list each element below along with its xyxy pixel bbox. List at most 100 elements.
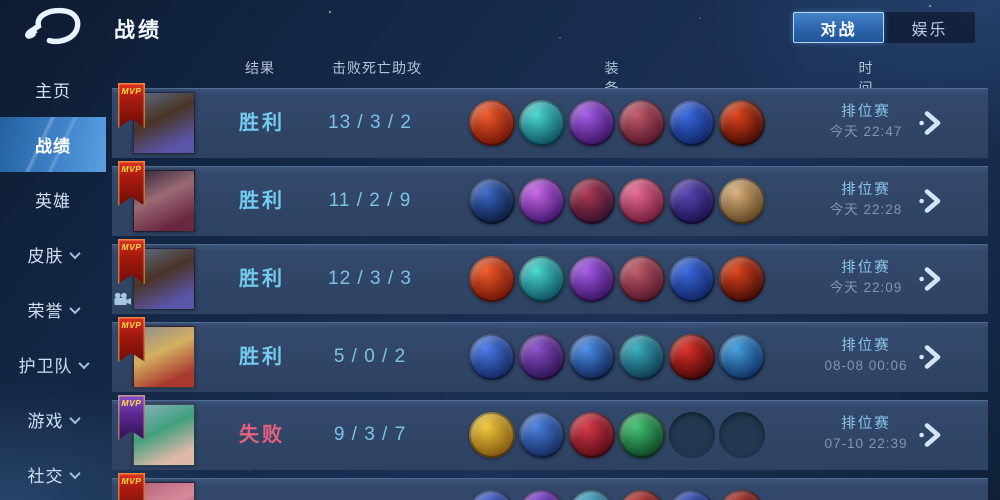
equipment-item-icon	[719, 100, 765, 146]
sidebar-item-label: 游戏	[27, 412, 64, 431]
equipment-item-icon	[569, 256, 615, 302]
equipment-list	[469, 334, 765, 380]
match-row[interactable]: MVP 胜利 12 / 3 / 3 排位赛 今天 22:09	[112, 239, 988, 314]
mvp-badge-label: MVP	[121, 242, 142, 252]
chevron-right-icon[interactable]	[918, 110, 944, 136]
match-time: 今天 22:47	[829, 124, 903, 139]
equipment-list	[469, 412, 765, 458]
match-time: 今天 22:28	[829, 202, 903, 217]
equipment-list	[469, 256, 765, 302]
equipment-item-icon	[469, 178, 515, 224]
equipment-item-icon	[469, 100, 515, 146]
chevron-down-icon	[68, 467, 81, 479]
match-type: 排位赛	[841, 416, 891, 432]
equipment-item-icon	[519, 178, 565, 224]
match-result: 失败	[239, 424, 285, 446]
equipment-item-icon	[719, 334, 765, 380]
chevron-right-icon[interactable]	[918, 344, 944, 370]
equipment-item-icon	[719, 178, 765, 224]
replay-camera-icon[interactable]	[113, 292, 132, 306]
match-row[interactable]: MVP	[112, 473, 988, 500]
sidebar-item-label: 主页	[35, 82, 71, 101]
chevron-right-icon[interactable]	[918, 188, 944, 214]
equipment-item-icon	[619, 334, 665, 380]
sidebar-item[interactable]: 游戏	[0, 392, 106, 447]
mvp-badge-label: MVP	[121, 164, 142, 174]
equipment-item-icon	[519, 100, 565, 146]
chevron-down-icon	[68, 302, 81, 314]
match-row[interactable]: MVP 失败 9 / 3 / 7 排位赛 07-10 22:39	[112, 395, 988, 470]
match-row[interactable]: MVP 胜利 11 / 2 / 9 排位赛 今天 22:28	[112, 161, 988, 236]
mvp-badge: MVP	[118, 161, 145, 206]
equipment-item-icon	[569, 178, 615, 224]
match-info: 排位赛 今天 22:28	[806, 180, 926, 219]
page-title: 战绩	[114, 19, 162, 42]
equipment-item-icon	[569, 490, 615, 500]
equipment-slot-empty	[669, 412, 715, 458]
match-row[interactable]: MVP 胜利 13 / 3 / 2 排位赛 今天 22:47	[112, 83, 988, 158]
sidebar-item[interactable]: 荣誉	[0, 282, 106, 337]
match-result: 胜利	[239, 112, 285, 134]
mvp-badge: MVP	[118, 317, 145, 362]
equipment-item-icon	[569, 100, 615, 146]
match-list: MVP 胜利 13 / 3 / 2 排位赛 今天 22:47 MVP	[112, 83, 988, 500]
sidebar-item-label: 英雄	[35, 192, 71, 211]
sidebar-item[interactable]: 英雄	[0, 172, 106, 227]
sidebar-item-label: 护卫队	[18, 357, 73, 376]
chevron-right-icon[interactable]	[918, 266, 944, 292]
sidebar-item[interactable]: 社交	[0, 447, 106, 500]
column-header-assists: 助攻	[392, 60, 422, 76]
chevron-right-icon[interactable]	[918, 422, 944, 448]
sidebar-item[interactable]: 战绩	[0, 117, 106, 172]
tab-entertainment[interactable]: 娱乐	[911, 21, 948, 39]
sidebar-item-label: 社交	[27, 467, 64, 486]
match-info: 排位赛 07-10 22:39	[806, 414, 926, 453]
mvp-badge-label: MVP	[121, 398, 142, 408]
column-header-result: 结果	[245, 60, 275, 76]
equipment-list	[469, 178, 765, 224]
sidebar-item[interactable]: 护卫队	[0, 337, 106, 392]
equipment-item-icon	[669, 178, 715, 224]
game-logo-swoosh-icon[interactable]	[24, 6, 82, 48]
match-row[interactable]: MVP 胜利 5 / 0 / 2 排位赛 08-08 00:06	[112, 317, 988, 392]
equipment-item-icon	[619, 100, 665, 146]
sidebar-item-label: 皮肤	[27, 247, 64, 266]
table-header: 结果 击败 死亡 助攻 装备 时间	[112, 58, 988, 96]
equipment-item-icon	[719, 490, 765, 500]
match-type: 排位赛	[841, 104, 891, 120]
column-header-kills: 击败	[332, 60, 362, 76]
equipment-item-icon	[669, 100, 715, 146]
equipment-item-icon	[469, 490, 515, 500]
chevron-down-icon	[68, 247, 81, 259]
equipment-item-icon	[469, 256, 515, 302]
equipment-item-icon	[569, 412, 615, 458]
equipment-item-icon	[519, 412, 565, 458]
match-result: 胜利	[239, 190, 285, 212]
mvp-badge: MVP	[118, 473, 145, 500]
sidebar-item-label: 战绩	[35, 137, 71, 156]
tab-battle[interactable]: 对战	[793, 12, 884, 43]
kda-value: 13 / 3 / 2	[328, 112, 412, 133]
sidebar-item[interactable]: 皮肤	[0, 227, 106, 282]
mvp-badge: MVP	[118, 395, 145, 440]
equipment-slot-empty	[719, 412, 765, 458]
match-info: 排位赛 今天 22:47	[806, 102, 926, 141]
sidebar-item-label: 荣誉	[27, 302, 64, 321]
column-header-deaths: 死亡	[362, 60, 392, 76]
equipment-item-icon	[569, 334, 615, 380]
match-info: 排位赛 08-08 00:06	[806, 336, 926, 375]
equipment-item-icon	[469, 334, 515, 380]
mvp-badge: MVP	[118, 83, 145, 128]
equipment-item-icon	[669, 490, 715, 500]
equipment-item-icon	[619, 178, 665, 224]
equipment-list	[469, 100, 765, 146]
chevron-down-icon	[68, 412, 81, 424]
equipment-item-icon	[519, 334, 565, 380]
equipment-item-icon	[669, 334, 715, 380]
mvp-badge-label: MVP	[121, 476, 142, 486]
equipment-item-icon	[469, 412, 515, 458]
sidebar: 主页战绩英雄皮肤荣誉护卫队游戏社交	[0, 62, 106, 500]
sidebar-item[interactable]: 主页	[0, 62, 106, 117]
equipment-item-icon	[619, 412, 665, 458]
